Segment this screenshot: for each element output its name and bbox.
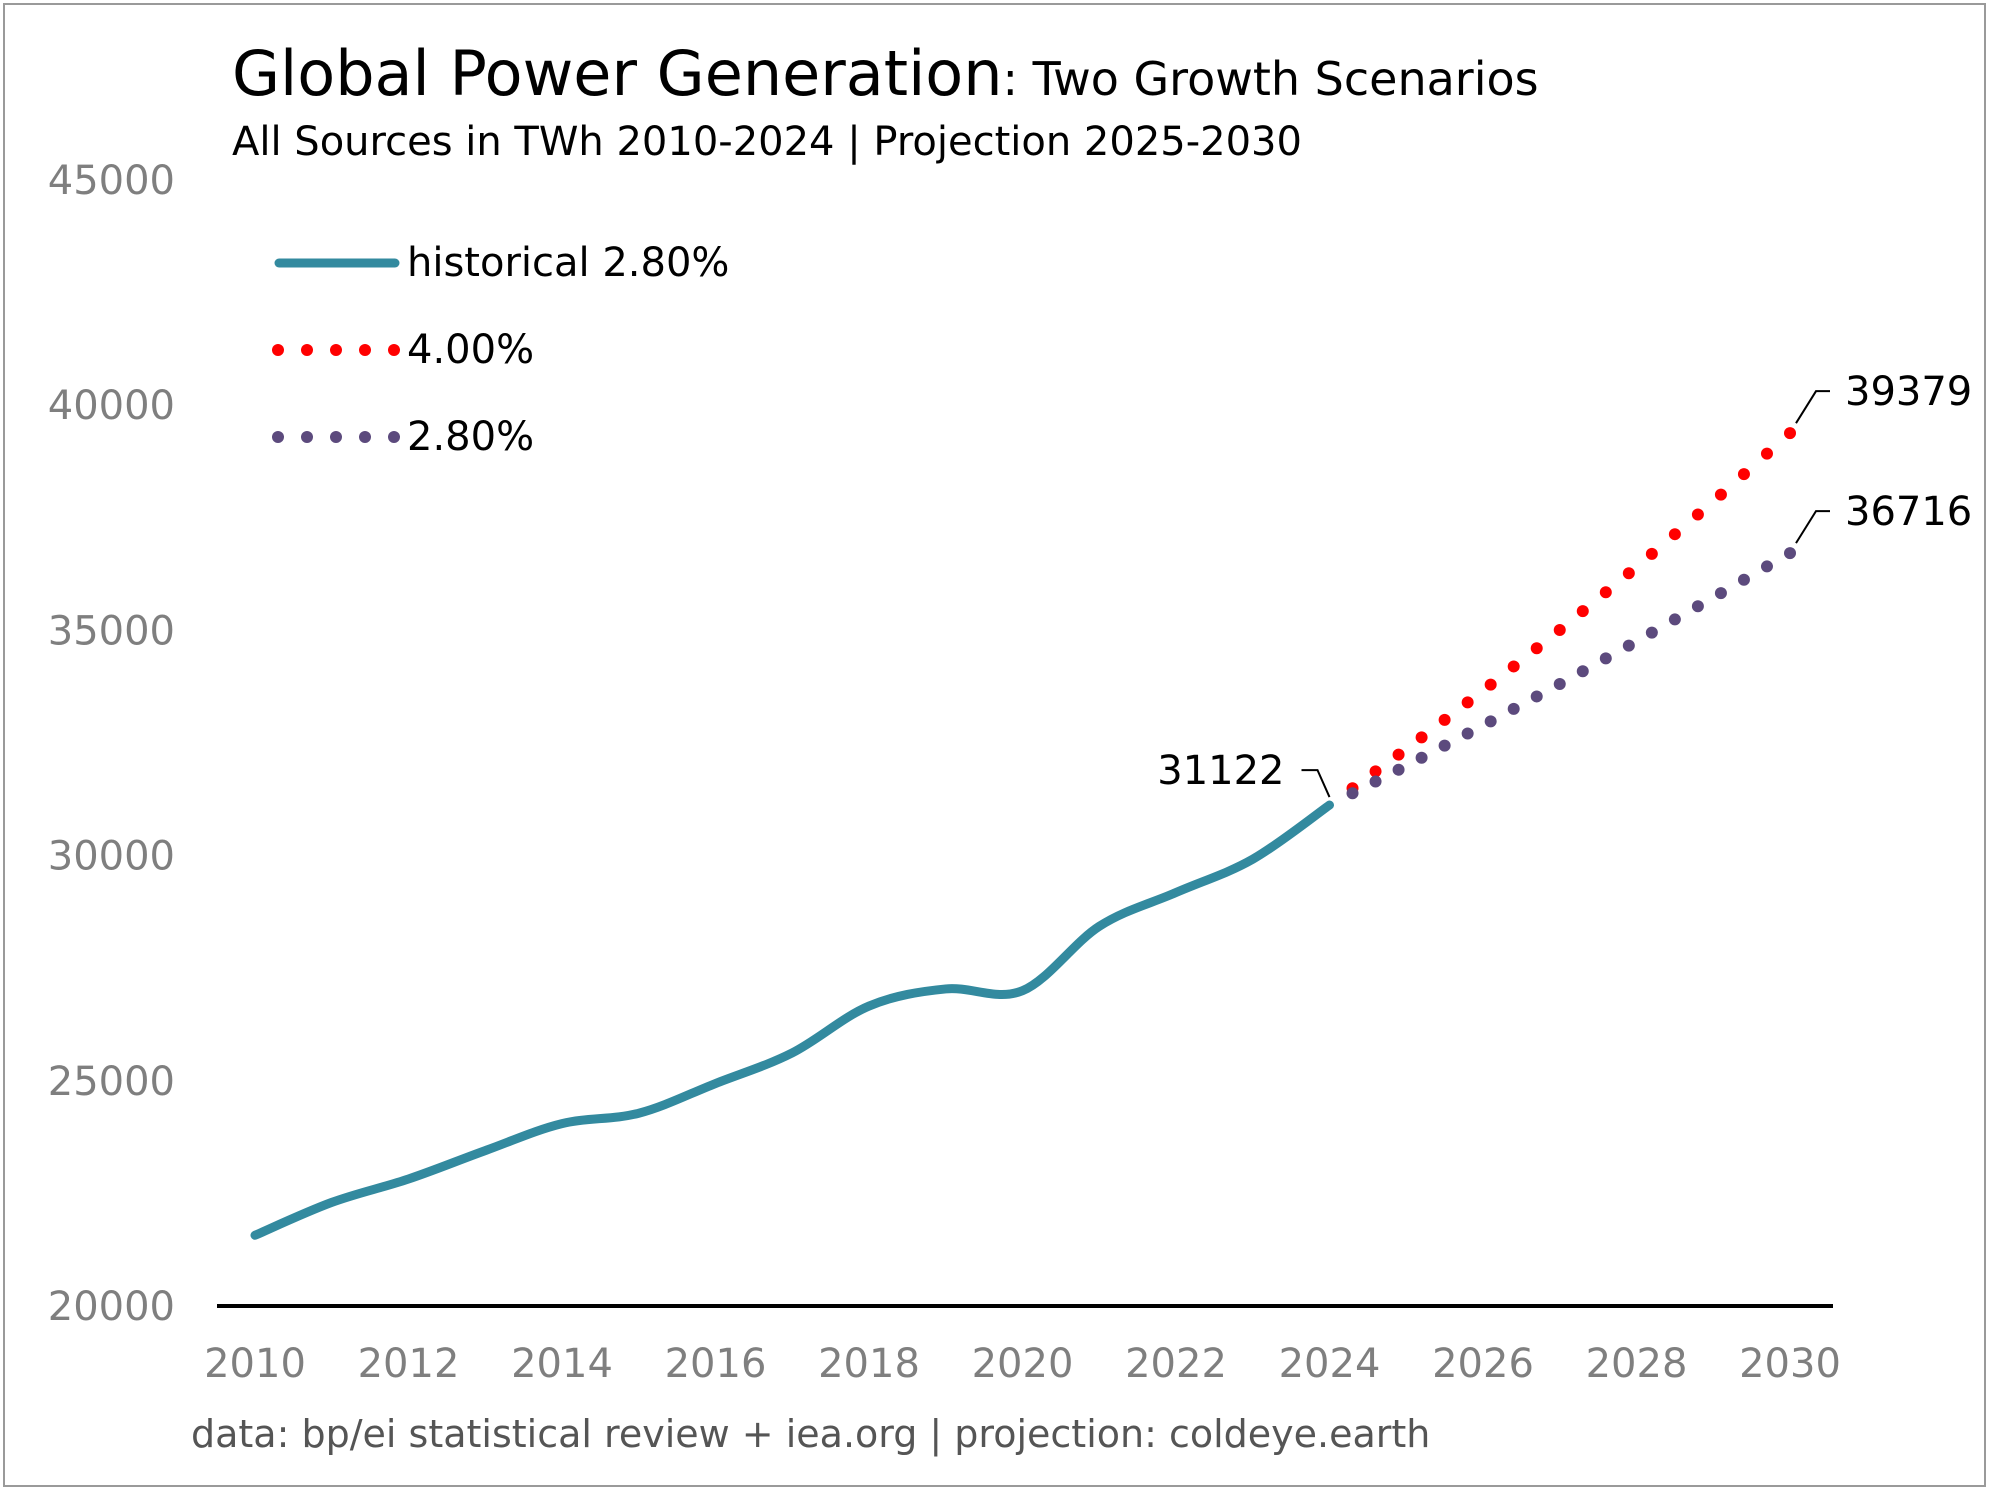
series-4pct-dot	[1576, 605, 1589, 618]
chart-title-suffix: : Two Growth Scenarios	[1003, 52, 1539, 106]
series-4pct-dot	[1415, 731, 1428, 744]
legend-swatch-dot	[388, 431, 400, 443]
legend-swatch-dot	[301, 344, 313, 356]
annotation-label: 36716	[1845, 489, 1972, 535]
legend-swatch-dot	[359, 431, 371, 443]
series-4pct-line	[1346, 427, 1796, 795]
series-2-8pct-dot	[1369, 775, 1382, 788]
series-2-8pct-dot	[1622, 639, 1635, 652]
series-4pct-dot	[1530, 642, 1543, 655]
series-2-8pct-dot	[1346, 787, 1359, 800]
x-axis: 2010 2012 2014 2016 2018 2020 2022 2024 2026 2028…	[204, 1341, 1841, 1387]
annotation-layer: 31122 39379 36716	[1157, 369, 1972, 798]
series-2-8pct-dot	[1507, 702, 1520, 715]
series-4pct-dot	[1760, 447, 1773, 460]
series-2-8pct-dot	[1737, 573, 1750, 586]
legend: historical 2.80% 4.00% 2.80%	[272, 240, 729, 460]
legend-label: historical 2.80%	[407, 240, 729, 286]
series-4pct-dot	[1714, 488, 1727, 501]
series-4pct-dot	[1737, 468, 1750, 481]
series-4pct-dot	[1392, 748, 1405, 761]
legend-swatch-dot	[272, 344, 284, 356]
legend-swatch-dot	[272, 431, 284, 443]
chart-title: Global Power Generation: Two Growth Scen…	[232, 37, 1539, 110]
legend-item: 2.80%	[272, 414, 534, 460]
legend-swatch-dot	[388, 344, 400, 356]
y-tick-label: 45000	[48, 158, 175, 204]
series-2-8pct-dot	[1530, 690, 1543, 703]
x-tick-label: 2018	[818, 1341, 920, 1387]
chart-title-main: Global Power Generation	[232, 37, 1003, 110]
annotation-label: 39379	[1845, 369, 1972, 415]
chart-frame: Global Power Generation: Two Growth Scen…	[3, 3, 1986, 1487]
y-axis: 20000 25000 30000 35000 40000 45000	[48, 158, 175, 1330]
legend-swatch-dot	[330, 431, 342, 443]
series-2-8pct-dot	[1415, 751, 1428, 764]
y-tick-label: 30000	[48, 834, 175, 880]
series-4pct-dot	[1507, 660, 1520, 673]
series-2-8pct-dot	[1576, 665, 1589, 678]
series-2-8pct-dot	[1714, 587, 1727, 600]
annotation-leader	[1301, 769, 1331, 798]
series-4pct-dot	[1622, 567, 1635, 580]
series-historical-line	[250, 800, 1334, 1240]
series-2-8pct-dot	[1392, 763, 1405, 776]
x-tick-label: 2010	[204, 1341, 306, 1387]
series-2-8pct-dot	[1691, 600, 1704, 613]
y-tick-label: 35000	[48, 608, 175, 654]
series-2-8pct-dot	[1484, 715, 1497, 728]
x-tick-label: 2020	[972, 1341, 1074, 1387]
series-4pct-dot	[1461, 696, 1474, 709]
series-4pct-dot	[1645, 547, 1658, 560]
x-tick-label: 2022	[1125, 1341, 1227, 1387]
legend-swatch-dot	[330, 344, 342, 356]
x-tick-label: 2014	[511, 1341, 613, 1387]
legend-swatch-dot	[359, 344, 371, 356]
x-tick-label: 2030	[1739, 1341, 1841, 1387]
series-4pct-dot	[1668, 528, 1681, 541]
y-tick-label: 40000	[48, 383, 175, 429]
series-4pct-dot	[1553, 624, 1566, 637]
legend-label: 4.00%	[407, 327, 534, 373]
series-4pct-dot	[1691, 508, 1704, 521]
series-layer	[250, 427, 1796, 1240]
series-2-8pct-dot	[1461, 727, 1474, 740]
series-2-8pct-dot	[1784, 547, 1796, 560]
series-4pct-dot	[1369, 765, 1382, 778]
chart-subtitle: All Sources in TWh 2010-2024 | Projectio…	[232, 119, 1302, 165]
series-4pct-dot	[1784, 427, 1796, 440]
series-2-8pct-dot	[1553, 677, 1566, 690]
series-2-8pct-dot	[1760, 560, 1773, 573]
series-2-8pct-dot	[1668, 613, 1681, 626]
annotation-leader	[1795, 510, 1830, 544]
x-tick-label: 2012	[358, 1341, 460, 1387]
x-tick-label: 2028	[1586, 1341, 1688, 1387]
annotation-leader	[1795, 390, 1830, 424]
legend-label: 2.80%	[407, 414, 534, 460]
legend-item: 4.00%	[272, 327, 534, 373]
annotation-label: 31122	[1157, 748, 1284, 794]
series-2-8pct-dot	[1599, 652, 1612, 665]
series-2-8pct-dot	[1438, 739, 1451, 752]
legend-item: historical 2.80%	[274, 240, 729, 286]
y-tick-label: 20000	[48, 1284, 175, 1330]
legend-swatch-dot	[301, 431, 313, 443]
x-tick-label: 2024	[1279, 1341, 1381, 1387]
series-2-8pct-line	[1346, 547, 1796, 800]
x-tick-label: 2026	[1432, 1341, 1534, 1387]
series-2-8pct-dot	[1645, 626, 1658, 639]
y-tick-label: 25000	[48, 1059, 175, 1105]
line-chart: Global Power Generation: Two Growth Scen…	[48, 37, 1973, 1457]
source-note: data: bp/ei statistical review + iea.org…	[191, 1412, 1430, 1457]
x-tick-label: 2016	[665, 1341, 767, 1387]
series-4pct-dot	[1438, 713, 1451, 726]
series-4pct-dot	[1484, 678, 1497, 691]
series-4pct-dot	[1599, 586, 1612, 599]
